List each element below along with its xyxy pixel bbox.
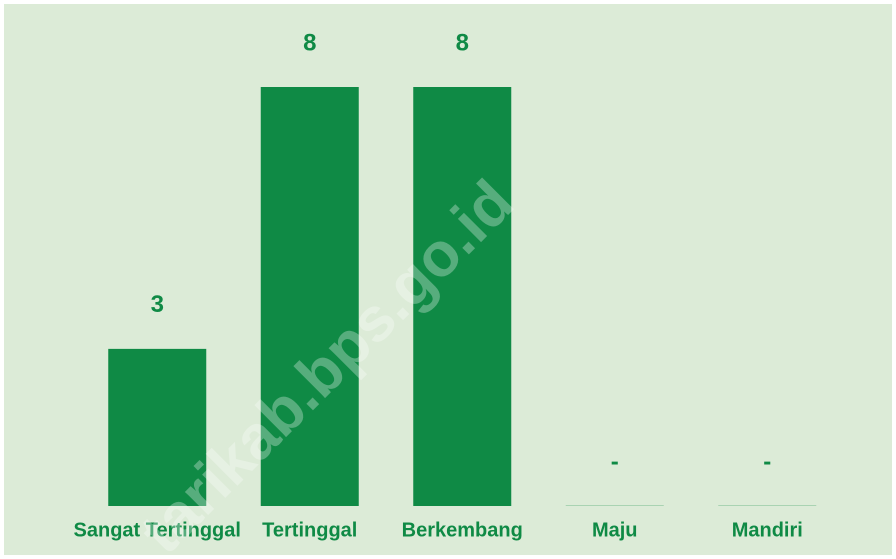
value-label: 8 [303, 29, 316, 56]
bar [413, 87, 512, 506]
x-tick-label: Berkembang [402, 519, 523, 541]
bar [108, 348, 207, 506]
x-tick-label: Maju [592, 519, 638, 541]
value-label: 3 [151, 291, 164, 318]
bar [565, 505, 664, 506]
value-label: - [763, 448, 771, 475]
value-label: 8 [456, 29, 469, 56]
x-tick-label: Tertinggal [262, 519, 357, 541]
x-tick-label: Sangat Tertinggal [74, 519, 241, 541]
value-label: - [611, 448, 619, 475]
x-tick-label: Mandiri [732, 519, 803, 541]
bar [718, 505, 817, 506]
bar [260, 87, 359, 506]
